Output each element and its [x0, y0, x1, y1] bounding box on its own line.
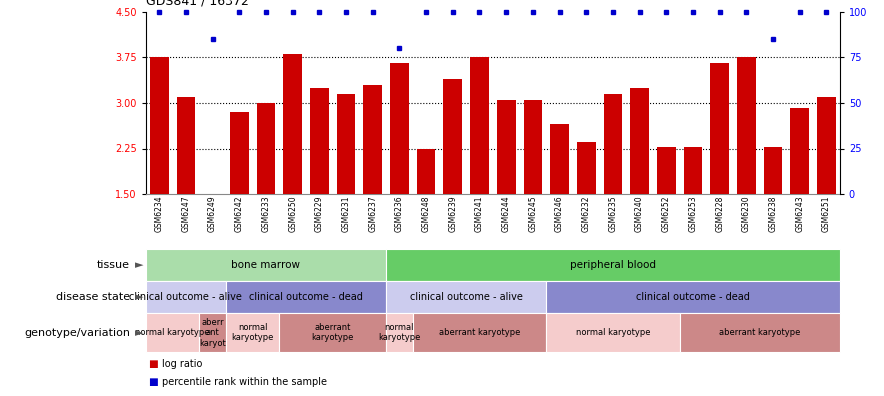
- Bar: [390, 63, 408, 194]
- Bar: [470, 57, 489, 194]
- Bar: [550, 124, 569, 194]
- Bar: [150, 57, 169, 194]
- Text: clinical outcome - alive: clinical outcome - alive: [129, 292, 242, 302]
- Text: disease state: disease state: [56, 292, 130, 302]
- Text: clinical outcome - dead: clinical outcome - dead: [636, 292, 750, 302]
- Text: ►: ►: [135, 260, 144, 270]
- Bar: [657, 147, 675, 194]
- Bar: [444, 79, 462, 194]
- Text: normal
karyotype: normal karyotype: [232, 323, 274, 342]
- Bar: [363, 85, 382, 194]
- Bar: [630, 88, 649, 194]
- Bar: [764, 147, 782, 194]
- Text: clinical outcome - dead: clinical outcome - dead: [249, 292, 363, 302]
- Text: aberr
ant
karyot: aberr ant karyot: [199, 318, 226, 348]
- Text: ■: ■: [149, 359, 158, 369]
- Text: ►: ►: [135, 292, 144, 302]
- Bar: [577, 143, 596, 194]
- Text: peripheral blood: peripheral blood: [570, 260, 656, 270]
- Bar: [310, 88, 329, 194]
- Text: GDS841 / 16372: GDS841 / 16372: [146, 0, 248, 8]
- Text: genotype/variation: genotype/variation: [24, 327, 130, 338]
- Bar: [416, 148, 436, 194]
- Bar: [604, 94, 622, 194]
- Text: percentile rank within the sample: percentile rank within the sample: [162, 377, 327, 387]
- Text: aberrant
karyotype: aberrant karyotype: [311, 323, 354, 342]
- Bar: [177, 97, 195, 194]
- Bar: [683, 147, 703, 194]
- Text: log ratio: log ratio: [162, 359, 202, 369]
- Text: normal karyotype: normal karyotype: [135, 328, 210, 337]
- Text: normal karyotype: normal karyotype: [575, 328, 651, 337]
- Text: ■: ■: [149, 377, 158, 387]
- Text: aberrant karyotype: aberrant karyotype: [719, 328, 800, 337]
- Bar: [283, 54, 302, 194]
- Text: bone marrow: bone marrow: [232, 260, 301, 270]
- Bar: [817, 97, 835, 194]
- Bar: [737, 57, 756, 194]
- Text: normal
karyotype: normal karyotype: [378, 323, 421, 342]
- Bar: [230, 112, 248, 194]
- Text: clinical outcome - alive: clinical outcome - alive: [409, 292, 522, 302]
- Text: aberrant karyotype: aberrant karyotype: [438, 328, 520, 337]
- Bar: [256, 103, 275, 194]
- Text: ►: ►: [135, 327, 144, 338]
- Bar: [337, 94, 355, 194]
- Bar: [711, 63, 729, 194]
- Bar: [497, 100, 515, 194]
- Bar: [790, 108, 809, 194]
- Text: tissue: tissue: [97, 260, 130, 270]
- Bar: [523, 100, 542, 194]
